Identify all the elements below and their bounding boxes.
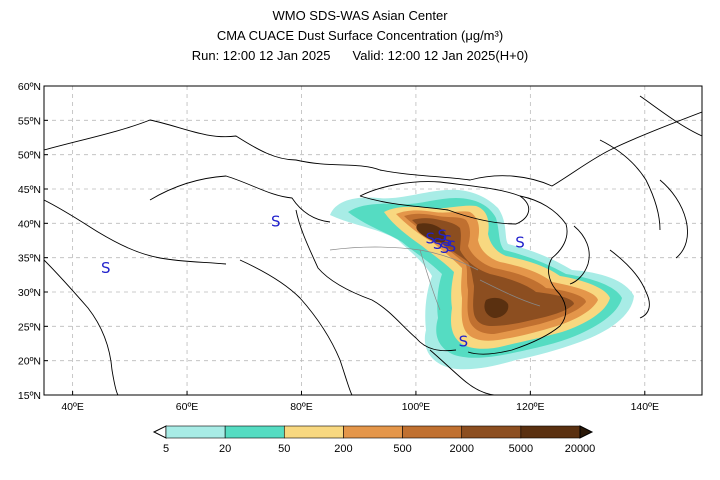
lon-tick-label: 40ºE [61, 401, 84, 413]
title-run-valid: Run: 12:00 12 Jan 2025 Valid: 12:00 12 Ja… [0, 46, 720, 66]
central-asia-russia-border [44, 111, 702, 187]
colorbar-segment [283, 425, 344, 439]
colorbar-over-arrow [579, 425, 594, 439]
colorbar-label: 50 [278, 443, 290, 455]
lon-tick-label: 80ºE [290, 401, 313, 413]
station-marker: S [433, 235, 443, 253]
station-marker: S [271, 212, 281, 230]
china-west-border [295, 209, 457, 352]
india-subcontinent [239, 259, 353, 395]
colorbar-segment [402, 425, 463, 439]
colorbar-label: 20 [219, 443, 231, 455]
station-marker: S [459, 332, 469, 350]
lon-tick-label: 100ºE [402, 401, 430, 413]
dust-level-2000-5000 [412, 218, 574, 326]
longitude-labels: 40ºE 60ºE 80ºE 100ºE 120ºE 140ºE [61, 391, 659, 413]
colorbar: 5 20 50 200 500 2000 5000 20000 [152, 425, 596, 455]
middle-east-borders [44, 199, 227, 265]
dust-level-5000-20000-core-2 [484, 297, 509, 318]
colorbar-label: 2000 [449, 443, 473, 455]
map-frame [43, 85, 703, 396]
colorbar-segment [520, 425, 581, 439]
lat-tick-label: 15ºN [18, 390, 41, 402]
lat-tick-label: 45ºN [18, 184, 41, 196]
lat-tick-label: 25ºN [18, 321, 41, 333]
country-borders [44, 95, 702, 395]
colorbar-segment [224, 425, 285, 439]
colorbar-label: 200 [334, 443, 352, 455]
station-marker: S [440, 239, 450, 257]
dust-level-5000-20000 [416, 223, 447, 243]
lat-tick-label: 55ºN [18, 115, 41, 127]
mongolia-border [359, 181, 530, 225]
valid-time-label: Valid: 12:00 12 Jan 2025(H+0) [352, 48, 529, 63]
station-marker: S [425, 229, 435, 247]
station-marker: S [437, 227, 447, 245]
lat-tick-label: 50ºN [18, 150, 41, 162]
station-marker: S [101, 259, 111, 277]
colorbar-segment [461, 425, 522, 439]
russia-far-east-coast [599, 95, 702, 231]
colorbar-label: 5 [163, 443, 169, 455]
lat-tick-label: 35ºN [18, 253, 41, 265]
lon-tick-label: 60ºE [176, 401, 199, 413]
colorbar-label: 500 [393, 443, 411, 455]
map-title-block: WMO SDS-WAS Asian Center CMA CUACE Dust … [0, 6, 720, 66]
colorbar-segment [343, 425, 403, 439]
colorbar-under-arrow [152, 425, 167, 439]
lat-tick-label: 60ºN [18, 81, 41, 93]
run-time-label: Run: 12:00 12 Jan 2025 [191, 48, 331, 63]
colorbar-label: 20000 [565, 443, 596, 455]
station-marker: S [447, 238, 457, 256]
kazakhstan-border [149, 175, 331, 223]
station-marker: S [515, 234, 525, 252]
lon-tick-label: 120ºE [516, 401, 544, 413]
colorbar-segment [165, 425, 226, 439]
colorbar-label: 5000 [509, 443, 533, 455]
tibet-provinces [329, 246, 541, 311]
arabian-peninsula-coast [44, 259, 119, 395]
title-product-name: CMA CUACE Dust Surface Concentration (μg… [216, 28, 504, 43]
lon-tick-label: 140ºE [631, 401, 659, 413]
station-marker: S [443, 232, 453, 250]
title-center-name: WMO SDS-WAS Asian Center [272, 8, 448, 23]
lat-tick-label: 40ºN [18, 218, 41, 230]
latitude-labels: 15ºN 20ºN 25ºN 30ºN 35ºN 40ºN 45ºN 50ºN 55ºN 60ºN [18, 81, 48, 402]
southeast-asia-coast [429, 349, 495, 395]
dust-plume [330, 189, 634, 370]
lat-tick-label: 20ºN [18, 356, 41, 368]
lat-tick-label: 30ºN [18, 287, 41, 299]
china-northeast-coast [467, 195, 568, 355]
map-grid [44, 86, 702, 395]
korea-japan-outline [569, 179, 688, 319]
